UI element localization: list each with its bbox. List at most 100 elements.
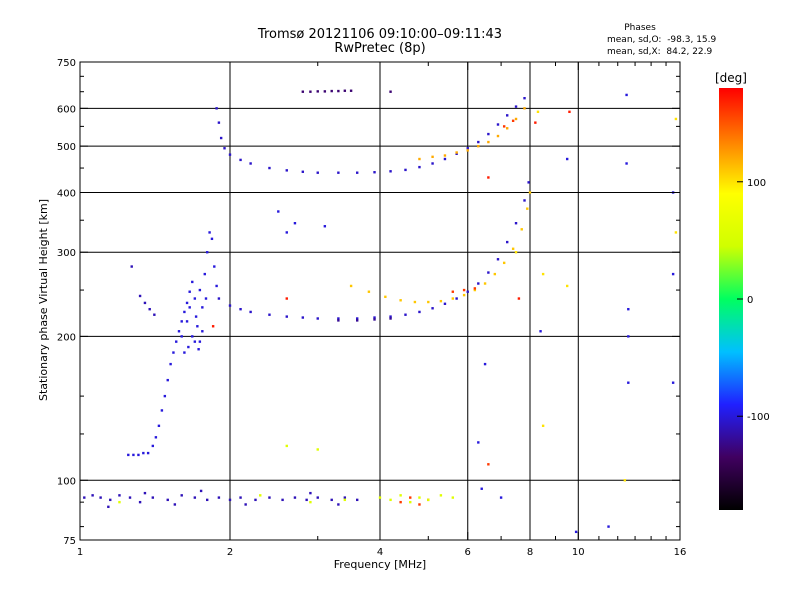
data-point [623, 479, 627, 482]
data-point [180, 494, 183, 497]
data-point [477, 282, 480, 285]
data-point [193, 297, 197, 300]
data-point [196, 325, 199, 328]
data-point [574, 530, 578, 534]
data-point [180, 320, 183, 323]
data-point [127, 453, 130, 457]
data-point [193, 496, 197, 499]
data-point [205, 498, 209, 502]
data-point [169, 362, 172, 366]
data-point [499, 496, 503, 499]
data-point [143, 301, 147, 305]
data-point [455, 152, 458, 155]
data-point [443, 157, 447, 161]
data-point [427, 300, 430, 304]
data-point [568, 110, 571, 114]
data-point [373, 318, 376, 321]
data-point [146, 451, 150, 455]
data-point [151, 444, 155, 448]
data-point [173, 503, 177, 506]
data-point [466, 149, 469, 152]
y-tick-label: 500 [57, 142, 76, 153]
data-point [183, 351, 186, 354]
colorbar-ticks: 100 0 -100 [737, 178, 770, 423]
data-point [528, 191, 532, 194]
x-tick-label: 2 [227, 547, 233, 558]
data-point [496, 123, 500, 126]
x-tick-label: 8 [527, 547, 533, 558]
data-point [151, 496, 155, 499]
data-point [205, 251, 209, 254]
data-point [477, 144, 480, 148]
data-point [163, 394, 167, 398]
data-point [480, 487, 483, 490]
data-point [505, 127, 509, 130]
data-point [213, 265, 216, 268]
y-tick-label: 300 [57, 248, 76, 259]
data-point [285, 169, 288, 172]
data-point [418, 310, 421, 314]
colorbar-tick-label: 100 [747, 178, 766, 189]
data-point [249, 310, 252, 314]
data-point [399, 494, 402, 497]
data-point [539, 330, 542, 333]
y-tick-label: 600 [57, 104, 76, 115]
data-point [520, 228, 523, 231]
data-point [541, 424, 545, 428]
data-point [208, 231, 211, 234]
data-point [373, 171, 376, 174]
data-point [215, 107, 218, 110]
data-point [367, 290, 371, 293]
data-point [431, 155, 434, 159]
data-point [627, 381, 630, 384]
data-point [128, 496, 132, 499]
data-point [409, 496, 412, 499]
data-point [349, 284, 353, 288]
data-point [674, 231, 678, 234]
data-point [293, 222, 297, 225]
data-point [565, 157, 569, 161]
data-point [217, 121, 221, 124]
data-point [309, 491, 312, 495]
data-point [217, 496, 221, 499]
data-point [223, 147, 226, 150]
data-point [219, 136, 223, 140]
data-point [191, 335, 194, 338]
grid-lines [80, 62, 680, 540]
data-point [674, 117, 678, 121]
data-point [137, 453, 140, 457]
data-point [323, 90, 327, 93]
data-point [413, 300, 417, 304]
data-point [409, 500, 412, 504]
data-point [109, 498, 112, 502]
data-point [466, 147, 469, 150]
y-tick-label: 400 [57, 188, 76, 199]
data-point [153, 313, 156, 316]
data-point [83, 496, 86, 499]
data-point [337, 89, 340, 93]
data-point [565, 284, 569, 288]
data-point [443, 302, 447, 305]
data-point [305, 498, 308, 502]
data-point [183, 310, 186, 314]
data-point [343, 496, 347, 499]
data-point [316, 496, 319, 499]
data-point [285, 315, 288, 318]
data-point [185, 301, 189, 305]
data-point [194, 315, 198, 318]
data-point [239, 496, 242, 499]
y-axis-label: Stationary phase Virtual Height [km] [37, 199, 50, 401]
data-point [418, 157, 421, 161]
data-point [99, 496, 102, 499]
data-point [404, 313, 407, 316]
data-point [355, 498, 359, 502]
data-point [536, 110, 540, 114]
data-point [473, 287, 477, 290]
data-point [399, 500, 402, 504]
data-point [496, 134, 500, 138]
data-point [166, 498, 169, 502]
data-point [309, 500, 312, 504]
data-point [193, 340, 197, 343]
data-point [493, 272, 497, 276]
